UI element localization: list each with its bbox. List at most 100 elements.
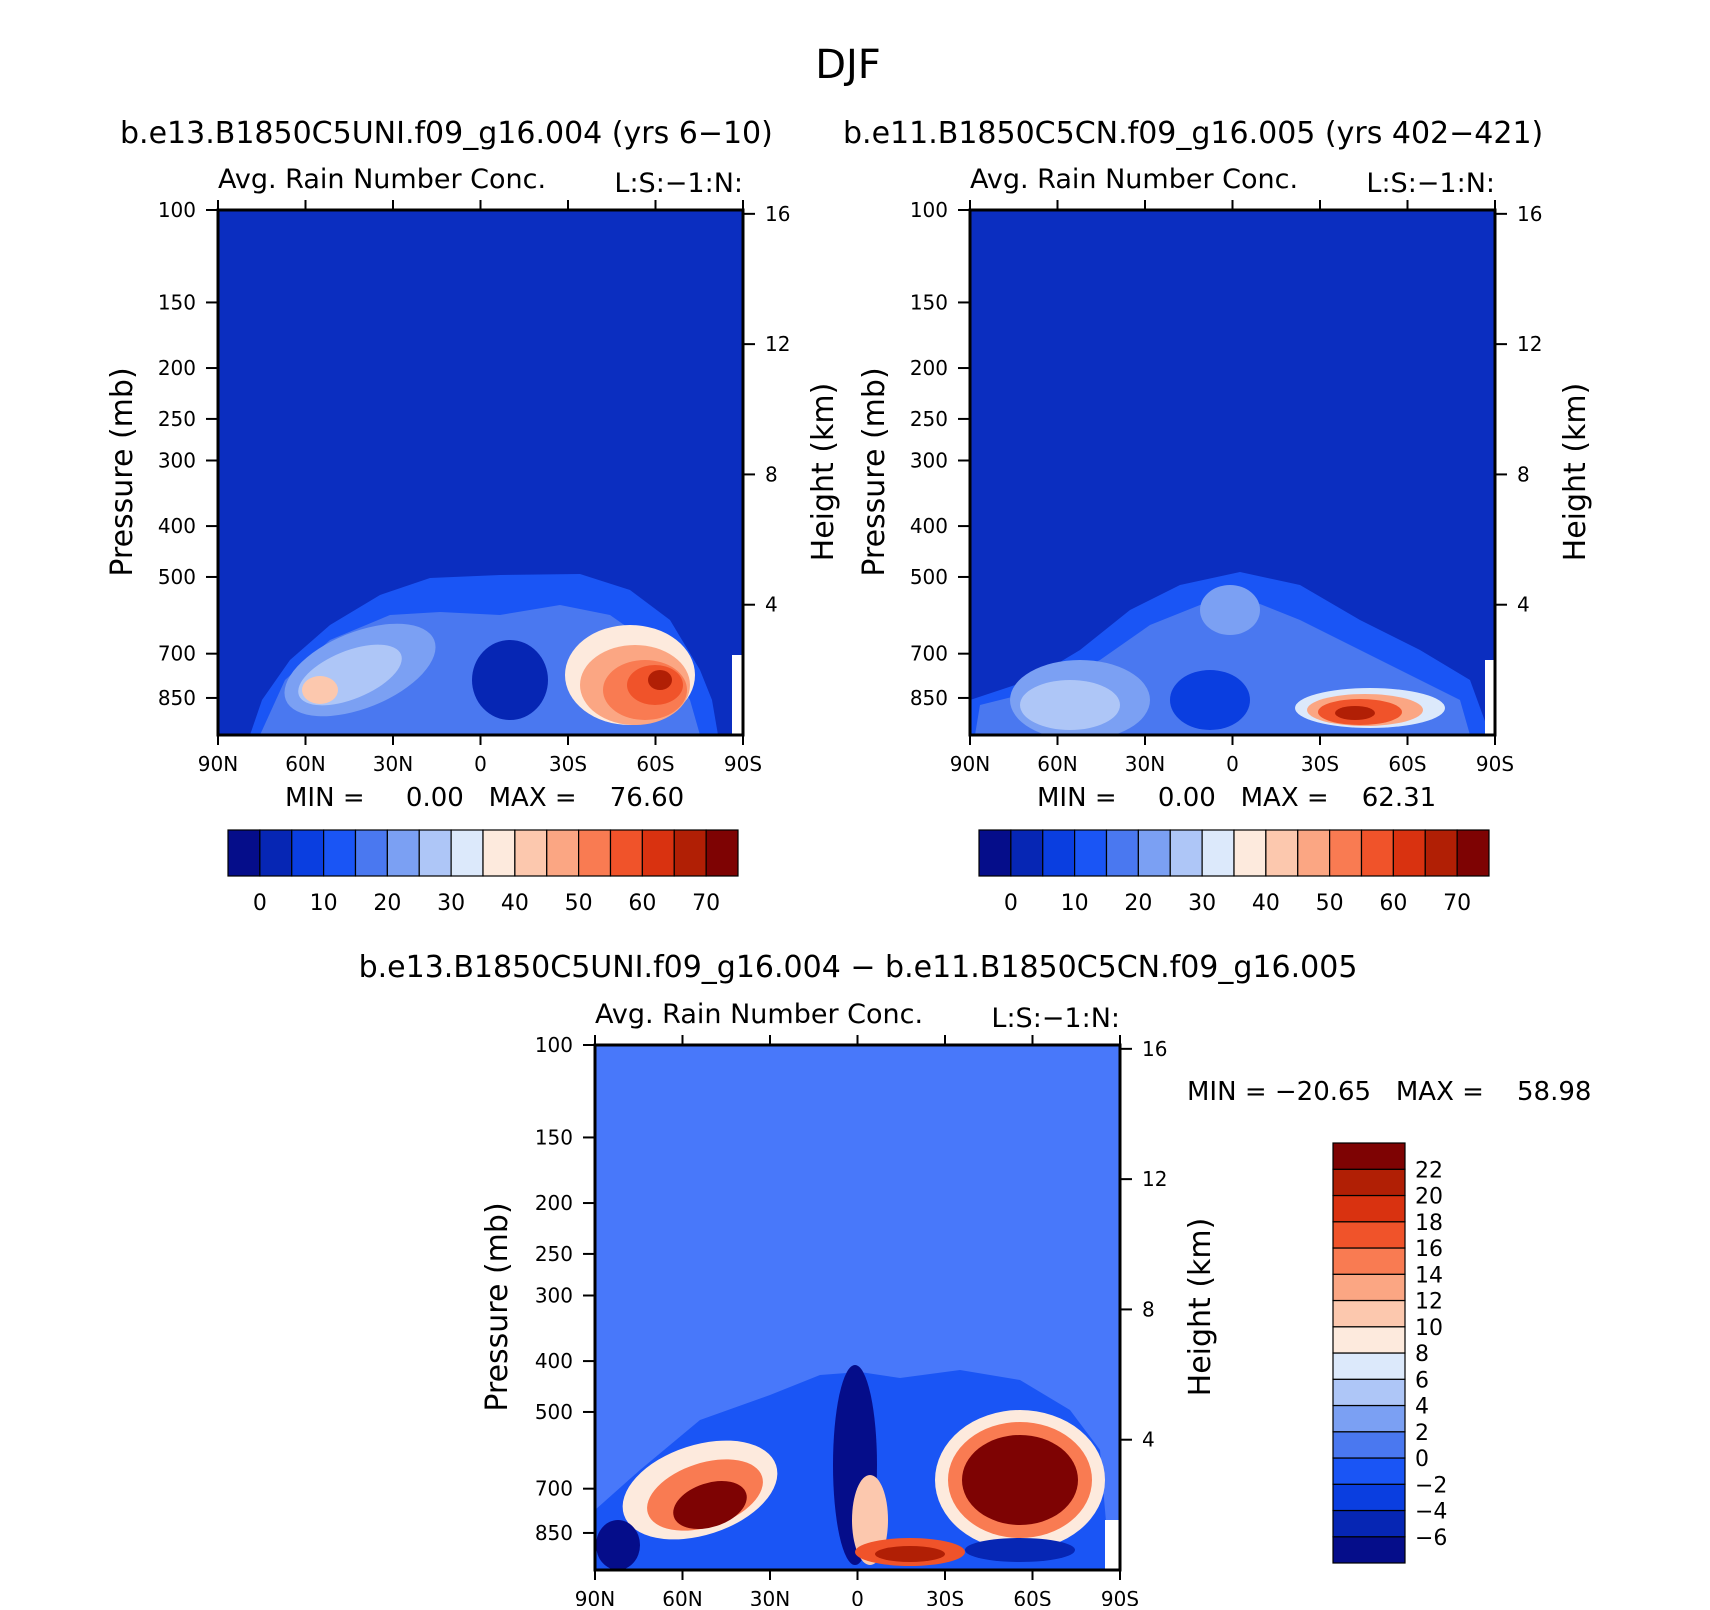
colorbar-label: 8 xyxy=(1415,1342,1429,1367)
panel-c-stats: MIN = −20.65 MAX = 58.98 xyxy=(1187,1077,1591,1107)
x-tick-label: 60S xyxy=(636,752,674,776)
panel-c-nh-min xyxy=(596,1520,640,1570)
y-right-tick-label: 8 xyxy=(1517,462,1530,486)
colorbar-box xyxy=(1456,829,1490,877)
panel-b-sh-max xyxy=(1335,706,1375,720)
y-tick-label: 250 xyxy=(910,407,948,431)
colorbar-box xyxy=(1332,1404,1406,1433)
panel-b-colorbar: 0 10 20 30 40 50 60 70 xyxy=(978,829,1490,916)
panel-a-title: b.e13.B1850C5UNI.f09_g16.004 (yrs 6−10) xyxy=(120,116,773,151)
colorbar-label: −6 xyxy=(1415,1526,1447,1551)
x-tick-label: 30N xyxy=(750,1587,790,1606)
colorbar-label: 10 xyxy=(1415,1316,1443,1341)
panel-b-axes: 90N 60N 30N 0 30S 60S 90S 100 150 200 250 300 400 500… xyxy=(910,198,1543,776)
colorbar-label: 0 xyxy=(253,891,267,916)
panel-c-ylabel-right: Height (km) xyxy=(1183,1218,1218,1397)
panel-b-antarctica xyxy=(1485,660,1495,735)
y-tick-label: 700 xyxy=(158,642,196,666)
colorbar-box xyxy=(1042,829,1076,877)
panel-c-ylabel: Pressure (mb) xyxy=(480,1202,515,1411)
panel-a-sh-max xyxy=(648,670,672,690)
colorbar-label: 70 xyxy=(1443,891,1471,916)
colorbar-box xyxy=(1332,1247,1406,1275)
colorbar-box xyxy=(1010,829,1044,877)
colorbar-box xyxy=(323,829,357,877)
colorbar-box xyxy=(1074,829,1108,877)
panel-c: Avg. Rain Number Conc. L:S:−1:N: Pressur… xyxy=(480,999,1591,1610)
x-tick-label: 60S xyxy=(1388,752,1426,776)
panel-c-surface-max xyxy=(875,1546,945,1562)
x-tick-label: 90S xyxy=(724,752,762,776)
y-tick-label: 700 xyxy=(535,1477,573,1501)
x-tick-label: 60S xyxy=(1013,1587,1051,1606)
x-tick-label: 90N xyxy=(575,1587,615,1606)
panel-c-sh-min xyxy=(965,1538,1075,1562)
panel-b-subtitle-right: L:S:−1:N: xyxy=(1366,168,1495,199)
page-title: DJF xyxy=(815,42,881,88)
colorbar-label: −4 xyxy=(1415,1500,1447,1525)
y-tick-label: 400 xyxy=(910,514,948,538)
colorbar-label: 40 xyxy=(501,891,529,916)
colorbar-box xyxy=(1297,829,1331,877)
panel-c-antarctica xyxy=(1105,1520,1120,1570)
x-tick-label: 90N xyxy=(950,752,990,776)
colorbar-label: 4 xyxy=(1415,1395,1429,1420)
colorbar-box xyxy=(1332,1509,1406,1538)
colorbar-box xyxy=(1360,829,1394,877)
colorbar-box xyxy=(1332,1483,1406,1512)
x-tick-label: 60N xyxy=(662,1587,702,1606)
panel-a-ylabel: Pressure (mb) xyxy=(105,367,140,576)
panel-a-nh-max xyxy=(302,676,338,704)
y-tick-label: 150 xyxy=(535,1125,573,1149)
x-tick-label: 30S xyxy=(926,1587,964,1606)
colorbar-box xyxy=(1169,829,1203,877)
panel-a: Avg. Rain Number Conc. L:S:−1:N: Pressur… xyxy=(105,164,841,916)
panel-b-nh-band-core xyxy=(1020,680,1120,730)
colorbar-label: 20 xyxy=(1124,891,1152,916)
colorbar-label: −2 xyxy=(1415,1473,1447,1498)
colorbar-label: 30 xyxy=(437,891,465,916)
colorbar-label: 14 xyxy=(1415,1263,1443,1288)
y-tick-label: 400 xyxy=(158,514,196,538)
colorbar-box xyxy=(450,829,484,877)
colorbar-box xyxy=(641,829,675,877)
x-tick-label: 0 xyxy=(851,1587,864,1606)
x-tick-label: 0 xyxy=(474,752,487,776)
x-tick-label: 60N xyxy=(1037,752,1077,776)
colorbar-box xyxy=(578,829,612,877)
panel-b-title: b.e11.B1850C5CN.f09_g16.005 (yrs 402−421… xyxy=(843,116,1543,151)
colorbar-box xyxy=(1201,829,1235,877)
colorbar-box xyxy=(354,829,388,877)
colorbar-box xyxy=(259,829,293,877)
y-tick-label: 850 xyxy=(535,1521,573,1545)
colorbar-box xyxy=(1233,829,1267,877)
colorbar-box xyxy=(291,829,325,877)
colorbar-label: 50 xyxy=(565,891,593,916)
x-tick-label: 30N xyxy=(1125,752,1165,776)
colorbar-box xyxy=(1332,1536,1406,1564)
y-tick-label: 100 xyxy=(910,198,948,222)
colorbar-box xyxy=(1332,1221,1406,1249)
colorbar-label: 60 xyxy=(1379,891,1407,916)
y-right-tick-label: 4 xyxy=(1142,1428,1155,1452)
colorbar-box xyxy=(1332,1299,1406,1328)
colorbar-label: 6 xyxy=(1415,1368,1429,1393)
colorbar-box xyxy=(1392,829,1426,877)
colorbar-label: 30 xyxy=(1188,891,1216,916)
colorbar-box xyxy=(1332,1326,1406,1354)
panel-a-colorbar: 0 10 20 30 40 50 60 70 xyxy=(227,829,739,916)
colorbar-box xyxy=(978,829,1012,877)
colorbar-box xyxy=(705,829,739,877)
colorbar-label: 40 xyxy=(1252,891,1280,916)
y-tick-label: 150 xyxy=(910,290,948,314)
colorbar-label: 10 xyxy=(1061,891,1089,916)
x-tick-label: 30S xyxy=(1301,752,1339,776)
y-tick-label: 300 xyxy=(910,448,948,472)
colorbar-box xyxy=(1265,829,1299,877)
y-right-tick-label: 4 xyxy=(765,593,778,617)
colorbar-box xyxy=(1332,1431,1406,1459)
panel-a-antarctica xyxy=(732,655,743,735)
colorbar-label: 50 xyxy=(1316,891,1344,916)
diff-title: b.e13.B1850C5UNI.f09_g16.004 − b.e11.B18… xyxy=(359,950,1358,985)
